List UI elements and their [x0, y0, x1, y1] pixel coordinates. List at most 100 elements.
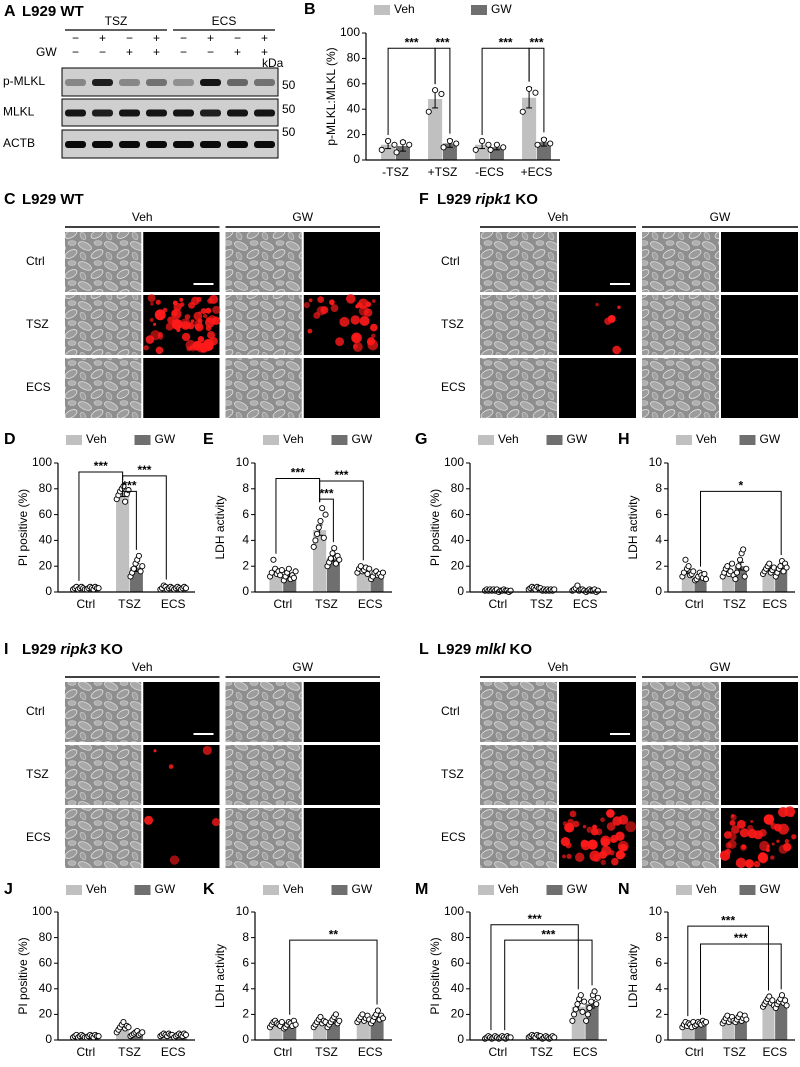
pi-signal [169, 855, 180, 865]
y-tick-label: 40 [451, 981, 465, 995]
data-point [586, 1004, 593, 1012]
pi-signal [154, 309, 166, 321]
pi-signal [771, 842, 775, 846]
panel-letter: D [4, 431, 16, 448]
brightfield-image [65, 745, 142, 805]
pi-signal [149, 317, 154, 323]
data-point [332, 1011, 339, 1018]
pi-signal [211, 818, 221, 827]
data-point [438, 90, 445, 98]
x-tick-label: Ctrl [685, 597, 704, 611]
data-point [135, 552, 142, 559]
bar [428, 99, 443, 160]
data-point [310, 543, 317, 550]
panel-letter: G [415, 431, 427, 448]
pi-signal [617, 305, 621, 310]
y-tick-label: 6 [242, 507, 249, 521]
pi-signal [179, 318, 191, 330]
pi-signal [212, 305, 221, 314]
band [254, 109, 275, 117]
x-tick-label: TSZ [315, 1045, 338, 1059]
x-tick-label: TSZ [723, 597, 746, 611]
pi-signal [197, 336, 205, 343]
legend-label: Veh [696, 882, 717, 896]
fluorescence-image [143, 808, 220, 868]
data-point [95, 585, 102, 592]
brightfield-image [642, 232, 719, 292]
sign: − [99, 45, 106, 59]
band [119, 109, 140, 117]
legend-label: Veh [498, 432, 519, 446]
sign: + [234, 45, 241, 59]
y-tick-label: 2 [242, 1007, 249, 1021]
significance-bracket [490, 924, 579, 1031]
band [65, 79, 86, 86]
mw-label: 50 [282, 78, 296, 92]
pi-signal [143, 345, 149, 351]
data-point [182, 1031, 189, 1038]
y-axis-label: p-MLKL:MLKL (%) [324, 47, 338, 145]
pi-signal [352, 333, 360, 342]
group-label: Veh [132, 210, 153, 224]
band [227, 109, 248, 117]
y-tick-label: 20 [39, 558, 53, 572]
data-point [581, 998, 588, 1005]
y-tick-label: 8 [242, 481, 249, 495]
pi-signal [600, 859, 607, 866]
pi-signal [320, 306, 329, 315]
pi-signal [188, 301, 196, 309]
significance-label: *** [435, 35, 449, 49]
brightfield-image [65, 808, 142, 868]
y-tick-label: 80 [451, 930, 465, 944]
pi-signal [369, 323, 378, 332]
data-point [526, 85, 533, 92]
y-tick-label: 0 [457, 1032, 464, 1046]
title-part: KO [511, 191, 538, 208]
y-axis-label: PI positive (%) [16, 489, 30, 566]
pi-signal [367, 339, 379, 351]
data-point [290, 574, 297, 581]
x-tick-label: TSZ [723, 1045, 746, 1059]
fluorescence-image [303, 808, 380, 868]
pi-signal [144, 815, 154, 825]
pi-signal [346, 294, 356, 304]
y-axis-label: LDH activity [626, 944, 640, 1008]
group-label: GW [710, 660, 731, 674]
pi-signal [784, 806, 796, 817]
group-label: GW [710, 210, 731, 224]
y-axis-label: PI positive (%) [16, 937, 30, 1014]
pi-signal [339, 316, 350, 327]
y-tick-label: 0 [655, 584, 662, 598]
bar [775, 1001, 788, 1040]
x-tick-label: TSZ [530, 597, 553, 611]
pi-signal [582, 824, 587, 829]
title-part: KO [96, 641, 123, 658]
row-label: Ctrl [26, 254, 45, 268]
y-tick-label: 0 [457, 584, 464, 598]
pi-signal [601, 845, 612, 856]
band [227, 141, 248, 148]
significance-label: *** [529, 35, 543, 49]
brightfield-image [225, 358, 302, 418]
band [173, 79, 194, 86]
data-point [137, 568, 144, 575]
pi-signal [766, 844, 770, 849]
data-point [583, 1017, 590, 1024]
legend-label: GW [155, 882, 176, 896]
y-tick-label: 40 [39, 981, 53, 995]
significance-label: * [739, 479, 744, 493]
fluorescence-image [721, 682, 798, 742]
fluorescence-image [303, 682, 380, 742]
data-point [319, 505, 326, 512]
data-point [493, 141, 500, 148]
pi-signal [610, 834, 619, 843]
band [92, 79, 113, 86]
data-point [378, 146, 385, 153]
y-tick-label: 60 [451, 955, 465, 969]
y-tick-label: 6 [655, 955, 662, 969]
data-point [588, 998, 595, 1005]
brightfield-image [225, 808, 302, 868]
pi-signal [564, 823, 573, 832]
sign: + [153, 45, 160, 59]
legend-swatch [478, 435, 494, 445]
